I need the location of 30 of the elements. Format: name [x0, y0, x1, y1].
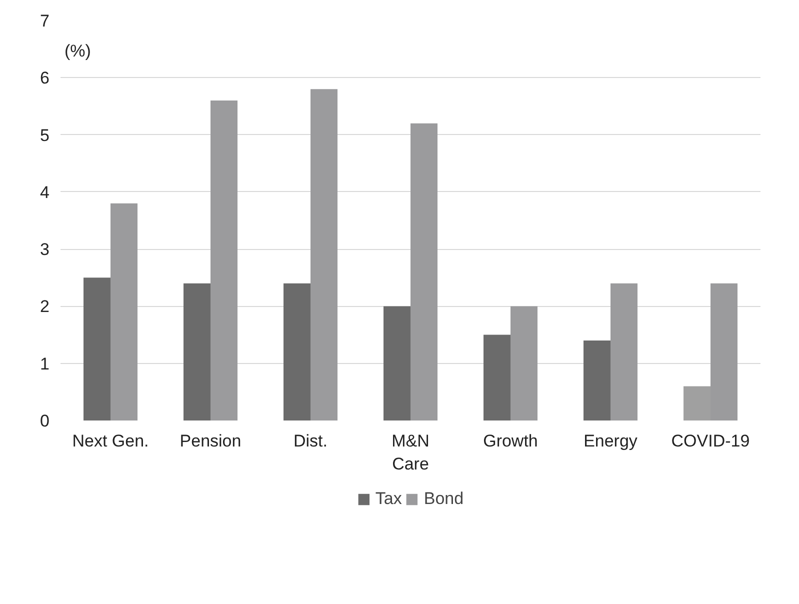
x-tick-label: Next Gen. — [72, 432, 149, 450]
bar — [184, 283, 210, 420]
x-tick-label: Dist. — [294, 432, 328, 450]
bar — [384, 306, 410, 420]
legend-label: Tax — [375, 488, 402, 508]
bar — [84, 278, 110, 420]
x-tick-label: Growth — [483, 432, 538, 450]
bar — [610, 283, 638, 420]
bar — [110, 203, 138, 420]
bar — [584, 340, 610, 420]
legend-label: Bond — [424, 488, 464, 508]
x-tick-label: M&N Care — [392, 432, 430, 474]
y-axis-title: (%) — [64, 42, 91, 60]
bar — [210, 100, 238, 420]
y-tick-label: 1 — [40, 354, 50, 374]
bar — [510, 306, 538, 420]
y-tick-label: 0 — [40, 412, 50, 430]
bar — [284, 283, 310, 420]
y-tick-label: 4 — [40, 182, 50, 202]
bar — [310, 89, 338, 420]
x-tick-label: COVID-19 — [671, 432, 750, 450]
x-tick-label: Pension — [180, 432, 242, 450]
y-tick-label: 5 — [40, 126, 50, 145]
x-tick-label: Energy — [584, 432, 638, 450]
y-tick-label: 2 — [40, 297, 50, 316]
y-tick-label: 3 — [40, 240, 50, 260]
bar — [410, 123, 438, 420]
bar — [484, 334, 510, 420]
y-tick-label: 7 — [40, 12, 50, 30]
y-tick-label: 6 — [40, 68, 50, 88]
